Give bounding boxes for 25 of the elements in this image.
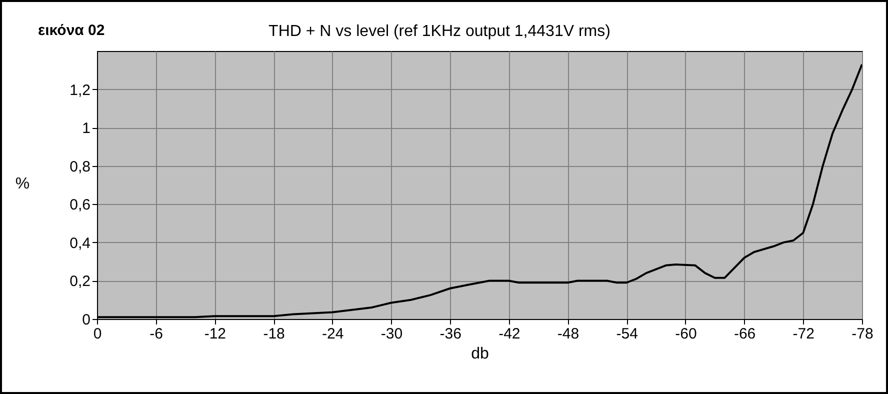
y-tick-label: 0,6 [70, 196, 90, 214]
x-tick-label: -54 [616, 326, 638, 342]
x-tick-label: -48 [557, 326, 580, 342]
x-tick-label: -72 [792, 326, 814, 342]
text: εικόνα 02 [38, 22, 105, 39]
x-tick-label: -12 [204, 326, 226, 342]
y-tick-label: 0 [82, 312, 90, 328]
y-tick-label: 0,8 [70, 158, 90, 176]
x-tick-label: -66 [734, 326, 756, 342]
y-tick-label: 0,4 [70, 234, 90, 252]
chart-title: THD + N vs level (ref 1KHz output 1,4431V rms) [268, 23, 610, 40]
y-axis-title: % [15, 176, 30, 192]
x-tick-label: -18 [263, 326, 285, 342]
y-tick-label: 0,2 [70, 273, 90, 290]
y-tick-label: 1 [82, 120, 90, 138]
x-axis-title: db [471, 346, 489, 362]
x-tick-label: -36 [440, 326, 462, 342]
x-tick-label: -78 [852, 326, 874, 342]
x-tick-label: -42 [498, 326, 520, 342]
x-tick-label: -6 [150, 326, 164, 342]
y-tick-label: 1,2 [70, 82, 90, 99]
x-tick-label: -30 [380, 326, 403, 342]
x-tick-label: 0 [93, 326, 102, 342]
x-tick-label: -60 [675, 326, 697, 342]
x-tick-label: -24 [322, 326, 344, 342]
